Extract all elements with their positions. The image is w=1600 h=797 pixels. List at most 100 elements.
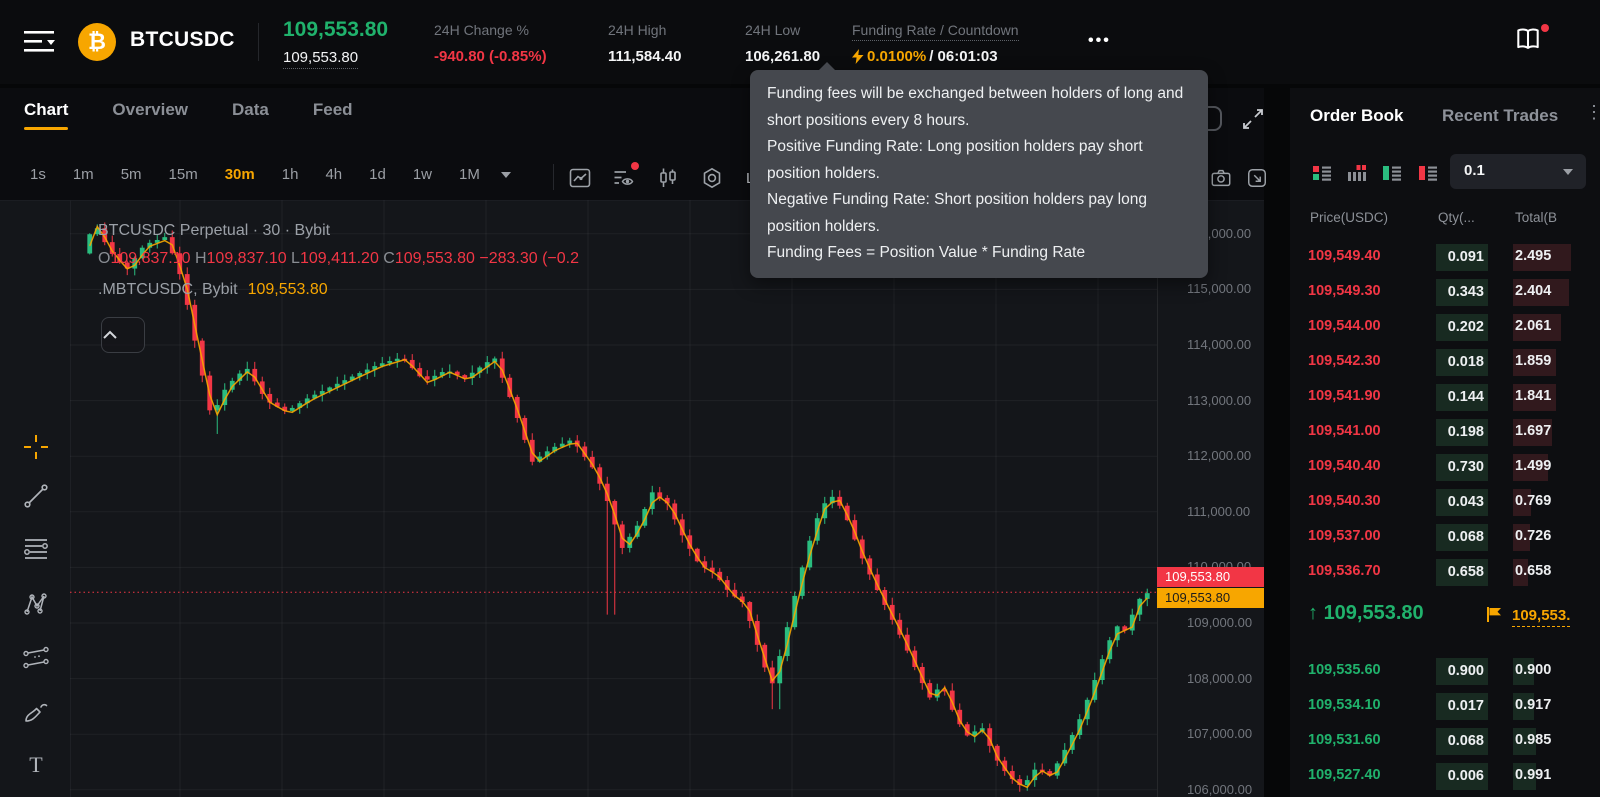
legend-ohlc: O109,837.10 H109,837.10 L109,411.20 C109…: [98, 250, 579, 268]
ask-qty: 0.198: [1436, 419, 1488, 446]
timeframe-5m[interactable]: 5m: [120, 166, 142, 183]
flag-icon[interactable]: [1486, 606, 1503, 623]
ask-row[interactable]: 109,541.00 0.198 1.697: [1290, 415, 1600, 450]
timeframe-30m[interactable]: 30m: [224, 166, 255, 183]
price-axis[interactable]: 116,000.00 115,000.00 114,000.00 113,000.00…: [1157, 200, 1265, 797]
mid-price: ↑ 109,553.80: [1308, 602, 1424, 624]
tick-size-value: 0.1: [1464, 162, 1485, 179]
timeframe-1m[interactable]: 1m: [72, 166, 94, 183]
order-book-panel: Order Book Recent Trades ⋮: [1290, 88, 1600, 797]
indicators-button[interactable]: [612, 162, 639, 190]
depth-bar: [1513, 693, 1535, 720]
high-label: 24H High: [608, 22, 667, 38]
legend-collapse-button[interactable]: [101, 317, 145, 353]
timeframe-1M[interactable]: 1M: [459, 166, 480, 183]
mark-price[interactable]: 109,553.80: [283, 49, 359, 69]
ask-row[interactable]: 109,536.70 0.658 0.658: [1290, 555, 1600, 590]
ohlc-letter: C: [378, 250, 395, 267]
order-book-menu-icon[interactable]: ⋮: [1585, 102, 1600, 122]
orderbook-view-asks-icon[interactable]: [1418, 163, 1438, 183]
lightning-icon: [852, 49, 864, 64]
bid-price: 109,534.10: [1308, 697, 1381, 713]
candle-style-icon[interactable]: [656, 166, 680, 190]
ohlc-value: 109,553.80: [394, 250, 475, 267]
line-chart-style-icon[interactable]: [568, 166, 592, 190]
ask-price: 109,537.00: [1308, 528, 1381, 544]
chart-settings-icon[interactable]: [700, 166, 724, 190]
ask-row[interactable]: 109,549.30 0.343 2.404: [1290, 275, 1600, 310]
hamburger-menu-icon[interactable]: [24, 30, 58, 54]
tab-order-book[interactable]: Order Book: [1310, 106, 1404, 125]
funding-label[interactable]: Funding Rate / Countdown: [852, 22, 1019, 41]
tab-data[interactable]: Data: [232, 100, 269, 119]
asks-list: 109,549.40 0.091 2.495 109,549.30 0.343 2.404…: [1290, 240, 1600, 590]
drawing-toolbar: T: [0, 200, 71, 797]
symbol-name[interactable]: BTCUSDC: [130, 28, 235, 51]
ask-row[interactable]: 109,540.30 0.043 0.769: [1290, 485, 1600, 520]
ask-qty: 0.202: [1436, 314, 1488, 341]
ask-row[interactable]: 109,537.00 0.068 0.726: [1290, 520, 1600, 555]
bid-price: 109,535.60: [1308, 662, 1381, 678]
ask-row[interactable]: 109,541.90 0.144 1.841: [1290, 380, 1600, 415]
timeframe-1w[interactable]: 1w: [412, 166, 432, 183]
ask-row[interactable]: 109,540.40 0.730 1.499: [1290, 450, 1600, 485]
ask-row[interactable]: 109,542.30 0.018 1.859: [1290, 345, 1600, 380]
bid-row[interactable]: 109,534.10 0.017 0.917: [1290, 689, 1600, 724]
depth-bar: [1513, 763, 1537, 790]
crosshair-tool-icon[interactable]: [22, 433, 50, 461]
orderbook-panel-toggle-button[interactable]: [1514, 24, 1549, 58]
ohlc-letter: O: [98, 250, 111, 267]
tab-recent-trades[interactable]: Recent Trades: [1442, 106, 1559, 125]
timeframe-15m[interactable]: 15m: [168, 166, 198, 183]
bid-row[interactable]: 109,527.40 0.006 0.991: [1290, 759, 1600, 794]
fib-retracement-tool-icon[interactable]: [22, 535, 50, 563]
expand-chart-icon[interactable]: [1242, 108, 1264, 130]
brush-tool-icon[interactable]: [22, 698, 50, 726]
timeframe-1h[interactable]: 1h: [281, 166, 299, 183]
orderbook-view-both-icon[interactable]: [1312, 163, 1332, 183]
tab-overview[interactable]: Overview: [112, 100, 189, 119]
timeframe-1d[interactable]: 1d: [369, 166, 386, 183]
depth-bar: [1513, 279, 1569, 306]
col-header-qty: Qty(...: [1438, 210, 1475, 225]
header-more-button[interactable]: •••: [1088, 32, 1111, 49]
last-price: 109,553.80: [283, 18, 389, 41]
xabcd-pattern-tool-icon[interactable]: [22, 590, 50, 618]
timeframe-dropdown-caret[interactable]: [500, 171, 511, 178]
depth-bar: [1513, 658, 1534, 685]
low-value: 106,261.80: [745, 48, 821, 65]
fullscreen-icon[interactable]: [1246, 167, 1268, 189]
index-price-axis-label: 109,553.80: [1157, 588, 1264, 608]
indicator-alert-dot: [631, 162, 639, 170]
timeframe-1s[interactable]: 1s: [30, 166, 46, 183]
orderbook-view-depth-icon[interactable]: [1347, 163, 1367, 183]
projection-tool-icon[interactable]: [22, 644, 50, 672]
candlestick-chart-canvas[interactable]: [70, 200, 1157, 797]
text-tool-icon[interactable]: T: [22, 751, 50, 779]
chart-legend-title[interactable]: BTCUSDC Perpetual · 30 · Bybit: [98, 222, 331, 239]
timeframe-4h[interactable]: 4h: [325, 166, 343, 183]
tick-size-dropdown[interactable]: 0.1: [1450, 154, 1586, 189]
bid-row[interactable]: 109,535.60 0.900 0.900: [1290, 654, 1600, 689]
legend-overlay[interactable]: .MBTCUSDC, Bybit 109,553.80: [98, 281, 328, 299]
trend-line-tool-icon[interactable]: [22, 482, 50, 510]
camera-snapshot-icon[interactable]: [1210, 167, 1232, 189]
tab-chart[interactable]: Chart: [24, 100, 69, 130]
bid-qty: 0.068: [1436, 728, 1488, 755]
funding-tooltip: Funding fees will be exchanged between h…: [750, 62, 1208, 278]
ask-price: 109,541.90: [1308, 388, 1381, 404]
orderbook-view-bids-icon[interactable]: [1382, 163, 1402, 183]
mid-price-row[interactable]: ↑ 109,553.80 109,553.: [1290, 590, 1600, 654]
ask-row[interactable]: 109,549.40 0.091 2.495: [1290, 240, 1600, 275]
ask-total: 0.726: [1515, 528, 1552, 544]
axis-tick: 113,000.00: [1187, 392, 1252, 408]
tab-feed[interactable]: Feed: [312, 100, 353, 119]
ask-row[interactable]: 109,544.00 0.202 2.061: [1290, 310, 1600, 345]
ask-price: 109,540.40: [1308, 458, 1381, 474]
bids-list: 109,535.60 0.900 0.900 109,534.10 0.017 0.917…: [1290, 654, 1600, 794]
bid-row[interactable]: 109,531.60 0.068 0.985: [1290, 724, 1600, 759]
axis-tick: 109,000.00: [1187, 615, 1253, 630]
ask-qty: 0.730: [1436, 454, 1488, 481]
ohlc-letter: L: [286, 250, 300, 267]
flagged-price[interactable]: 109,553.: [1512, 607, 1571, 627]
